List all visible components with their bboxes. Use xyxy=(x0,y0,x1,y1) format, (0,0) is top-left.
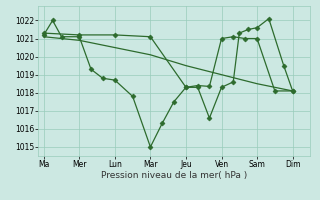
X-axis label: Pression niveau de la mer( hPa ): Pression niveau de la mer( hPa ) xyxy=(101,171,248,180)
